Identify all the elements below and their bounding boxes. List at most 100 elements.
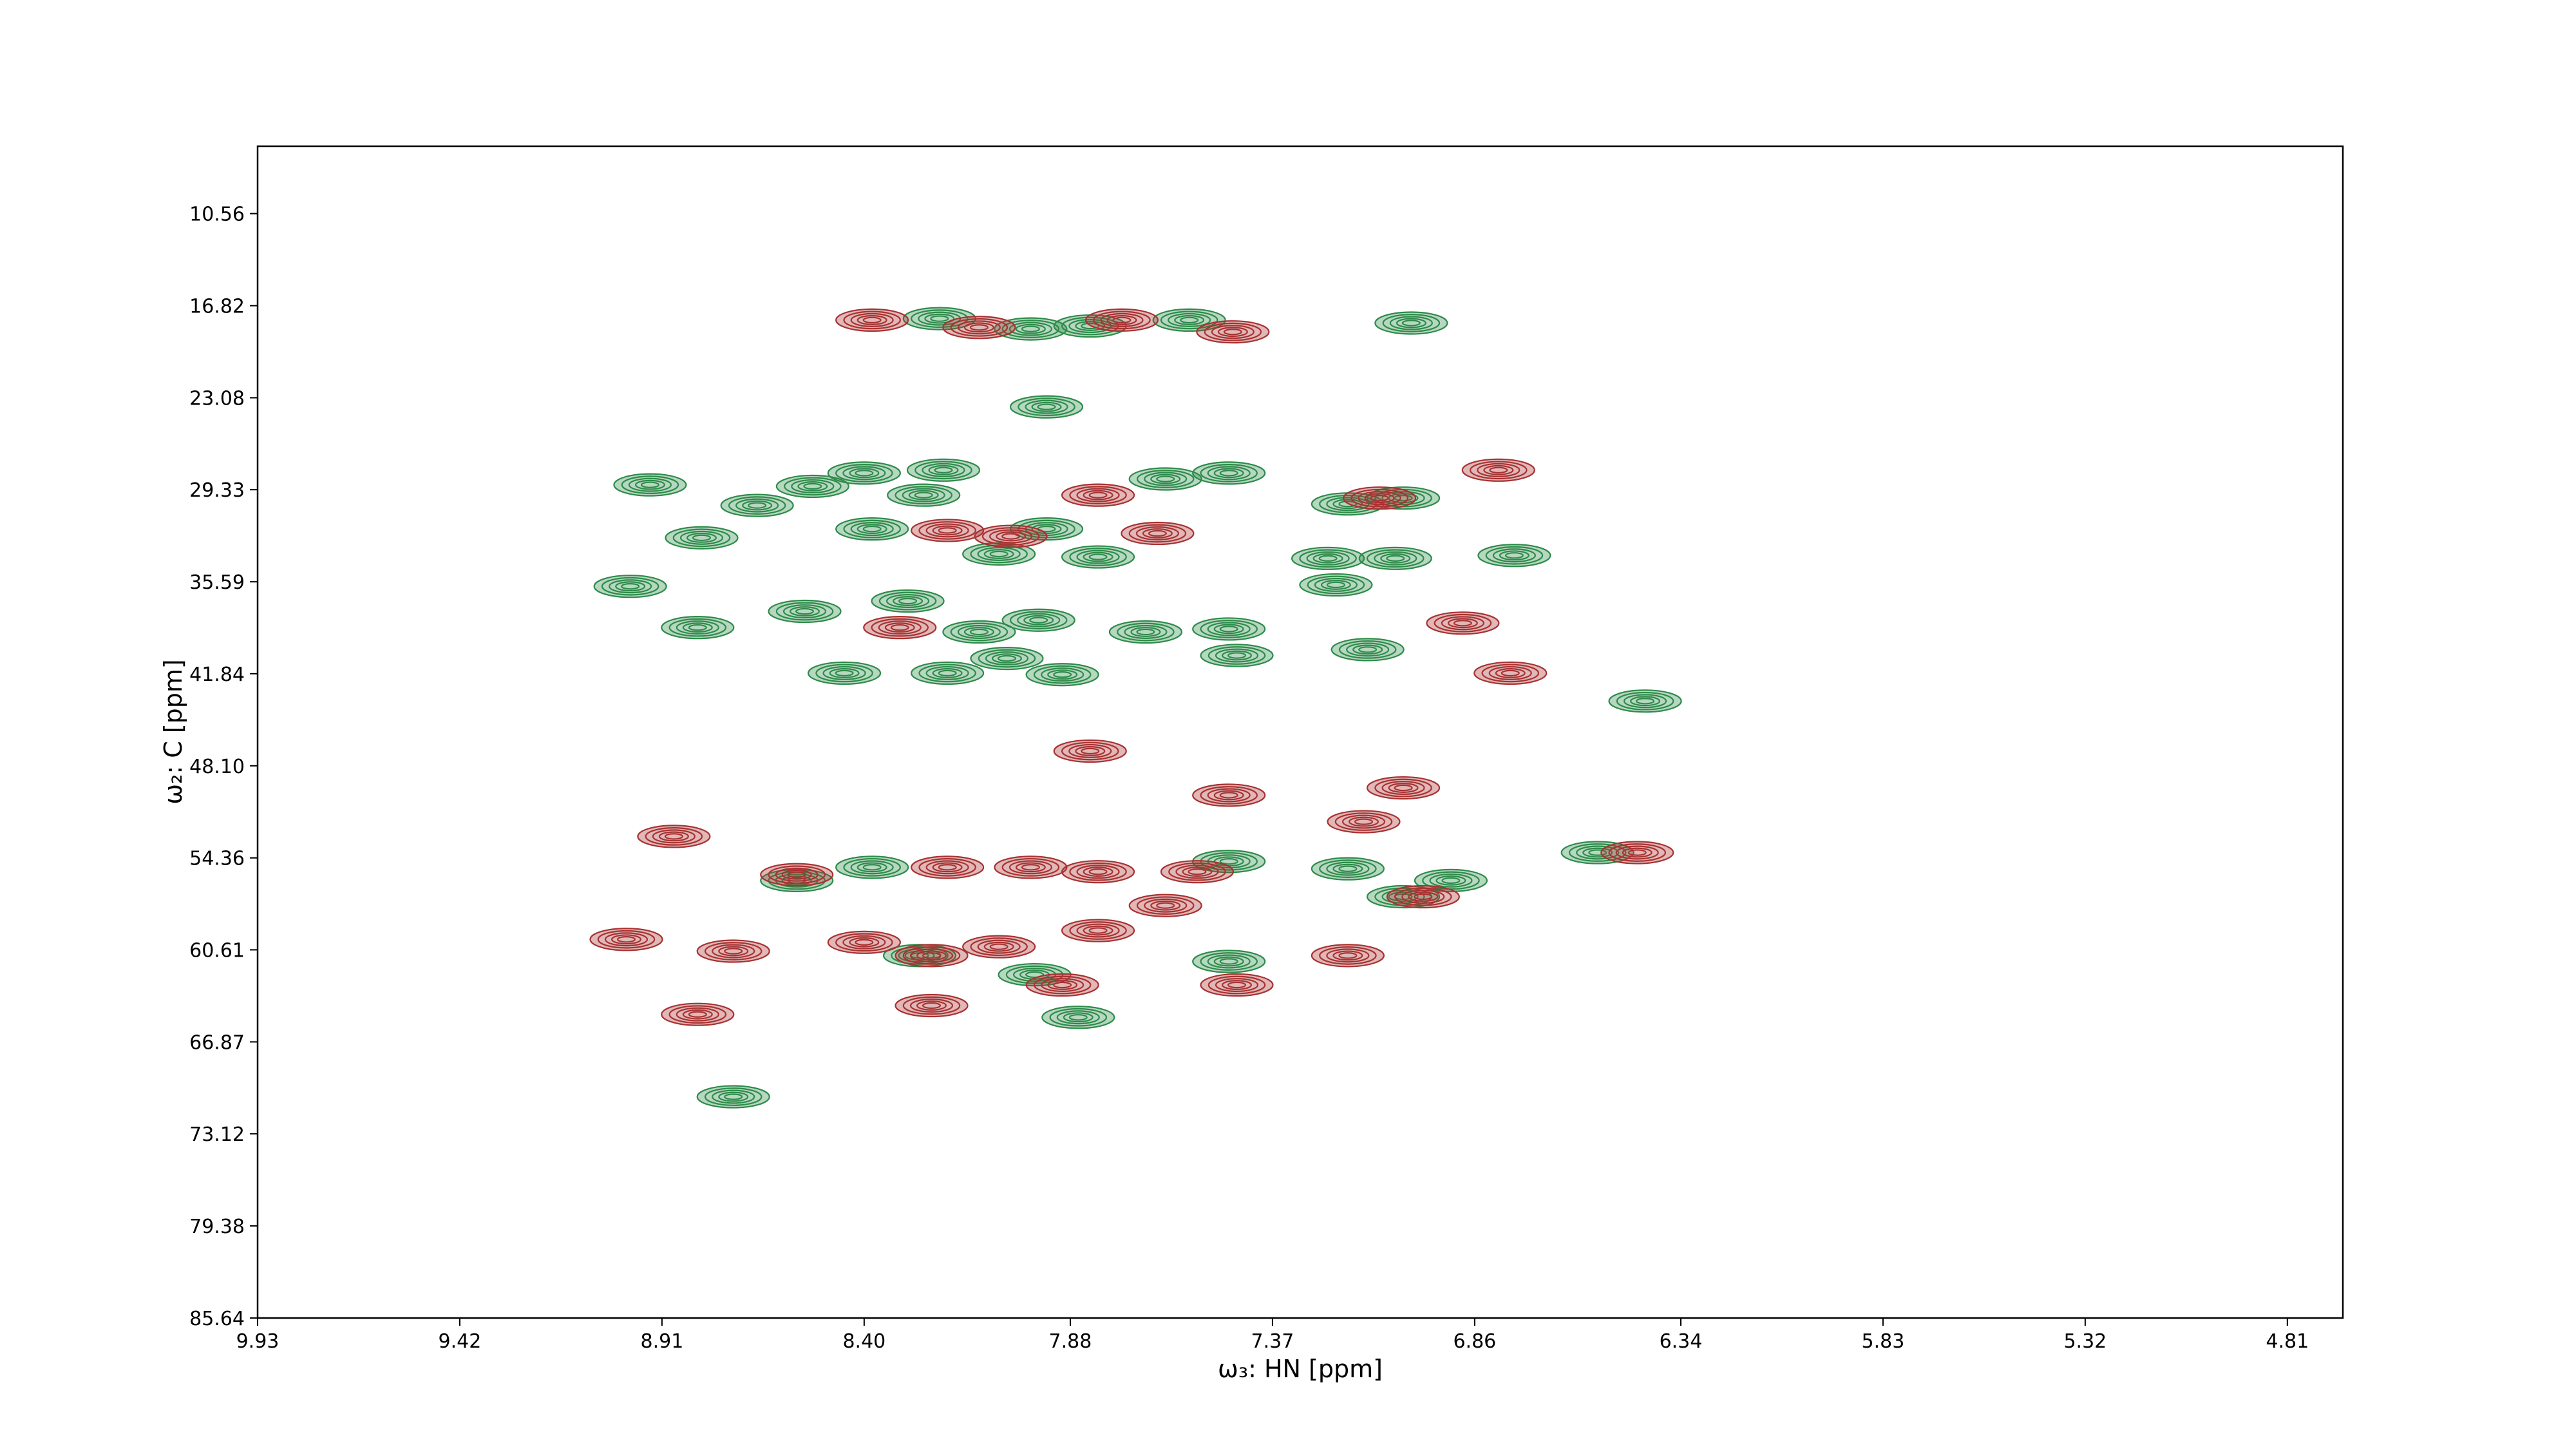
peak-contour bbox=[911, 519, 985, 542]
peak-contour bbox=[1061, 483, 1135, 507]
peak-contour bbox=[1061, 919, 1135, 942]
peak-contour bbox=[911, 855, 985, 879]
peak-contour bbox=[1041, 1006, 1115, 1029]
peak-contour bbox=[1327, 810, 1401, 834]
peak-contour bbox=[871, 589, 945, 613]
peak-contour bbox=[1200, 644, 1274, 667]
peak-contour bbox=[1009, 395, 1084, 419]
peak-contour bbox=[1128, 893, 1202, 917]
peak-contour bbox=[887, 483, 961, 507]
x-tick-label: 7.37 bbox=[1251, 1330, 1294, 1353]
peak-contour bbox=[1386, 884, 1460, 909]
peak-contour bbox=[720, 493, 794, 517]
y-tick-label: 79.38 bbox=[189, 1216, 245, 1238]
peak-contour bbox=[1025, 663, 1099, 687]
peak-contour bbox=[863, 616, 937, 640]
peak-contour bbox=[895, 993, 969, 1018]
peak-contour bbox=[835, 308, 909, 332]
peak-contour bbox=[696, 939, 770, 963]
peak-contour bbox=[1001, 608, 1075, 632]
y-tick-label: 54.36 bbox=[189, 848, 245, 870]
y-tick-label: 48.10 bbox=[189, 756, 245, 778]
peak-contour bbox=[1192, 461, 1266, 485]
y-tick-label: 35.59 bbox=[189, 571, 245, 594]
y-tick-label: 29.33 bbox=[189, 479, 245, 502]
peak-contour bbox=[589, 928, 663, 951]
peak-contour bbox=[974, 524, 1048, 548]
peak-contour bbox=[1192, 783, 1266, 807]
peak-contour bbox=[1311, 944, 1385, 968]
x-axis-label: ω₃: HN [ppm] bbox=[1218, 1355, 1383, 1383]
y-tick-label: 16.82 bbox=[189, 296, 245, 318]
x-tick-label: 5.83 bbox=[1862, 1330, 1905, 1353]
peak-contour bbox=[1461, 458, 1535, 482]
peak-contour bbox=[696, 1085, 770, 1109]
x-tick-label: 4.81 bbox=[2266, 1330, 2309, 1353]
y-tick-label: 85.64 bbox=[189, 1308, 245, 1330]
peak-contour bbox=[942, 316, 1016, 339]
x-tick-label: 5.32 bbox=[2063, 1330, 2107, 1353]
peak-contour bbox=[1477, 544, 1551, 568]
axes-frame bbox=[256, 145, 2344, 1319]
plot-area bbox=[589, 307, 1682, 1109]
peak-contour bbox=[1009, 517, 1084, 541]
peak-contour bbox=[1608, 689, 1682, 713]
x-tick-label: 8.40 bbox=[842, 1330, 886, 1353]
peak-contour bbox=[665, 526, 739, 549]
peak-contour bbox=[1473, 661, 1548, 685]
peak-contour bbox=[835, 855, 909, 879]
peak-contour bbox=[1128, 467, 1202, 491]
x-tick-label: 7.88 bbox=[1049, 1330, 1092, 1353]
y-tick-label: 41.84 bbox=[189, 664, 245, 686]
peak-contour bbox=[1152, 308, 1226, 332]
peak-contour bbox=[1196, 320, 1270, 344]
x-tick-label: 6.34 bbox=[1660, 1330, 1703, 1353]
peak-contour bbox=[768, 599, 842, 624]
x-tick-label: 6.86 bbox=[1453, 1330, 1496, 1353]
peak-contour bbox=[962, 935, 1036, 959]
peak-contour bbox=[1343, 486, 1417, 510]
peak-contour bbox=[1121, 521, 1195, 546]
peak-contour bbox=[1291, 546, 1365, 570]
y-tick-label: 66.87 bbox=[189, 1031, 245, 1054]
peak-contour bbox=[1426, 611, 1500, 635]
peak-contour bbox=[895, 944, 969, 968]
peak-contour bbox=[1108, 620, 1183, 644]
peak-contour bbox=[906, 458, 981, 482]
peak-contour bbox=[1331, 638, 1405, 662]
x-tick-label: 9.93 bbox=[236, 1330, 279, 1353]
peak-contour bbox=[760, 863, 834, 886]
y-tick-label: 10.56 bbox=[189, 204, 245, 226]
peak-contour bbox=[827, 461, 901, 485]
peak-contour bbox=[1160, 860, 1235, 884]
y-tick-label: 73.12 bbox=[189, 1123, 245, 1146]
x-tick-label: 8.91 bbox=[641, 1330, 684, 1353]
peak-contour bbox=[835, 517, 909, 541]
peak-contour bbox=[1061, 860, 1135, 884]
peak-contour bbox=[1053, 739, 1127, 763]
peak-contour bbox=[807, 661, 882, 685]
peak-contour bbox=[1025, 973, 1099, 997]
peak-contour bbox=[775, 474, 849, 499]
peak-contour bbox=[613, 473, 687, 497]
y-tick-label: 60.61 bbox=[189, 939, 245, 962]
peak-contour bbox=[942, 620, 1016, 644]
peak-contour bbox=[593, 574, 667, 598]
peak-contour bbox=[661, 1002, 735, 1026]
peak-contour bbox=[1200, 973, 1274, 997]
peak-contour bbox=[1299, 573, 1373, 597]
peak-contour bbox=[1192, 617, 1266, 641]
peak-contour bbox=[970, 647, 1044, 671]
peak-contour bbox=[1600, 841, 1674, 865]
peak-contour bbox=[637, 825, 711, 848]
peak-contour bbox=[1061, 545, 1135, 569]
peak-contour bbox=[661, 616, 735, 640]
peak-contour bbox=[1084, 308, 1159, 332]
y-axis-label: ω₂: C [ppm] bbox=[159, 659, 187, 804]
peak-contour bbox=[962, 542, 1036, 566]
peak-contour bbox=[1374, 311, 1448, 335]
peak-contour bbox=[994, 855, 1068, 879]
peak-contour bbox=[827, 930, 901, 954]
